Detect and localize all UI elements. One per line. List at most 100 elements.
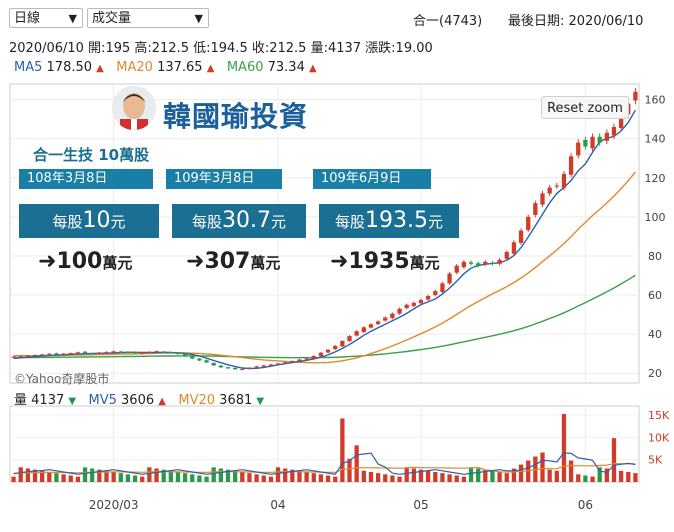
up-arrow-icon: ▲	[96, 63, 104, 74]
candle-body	[504, 252, 509, 259]
candle-body	[132, 352, 138, 354]
ma20-value: 137.65	[157, 60, 203, 75]
candle-body	[247, 367, 252, 369]
volume-bar	[418, 469, 424, 482]
volume-bar	[447, 474, 452, 482]
chevron-down-icon: ▼	[68, 12, 77, 25]
candle-body	[182, 353, 188, 357]
arrow-right-icon: ➜	[330, 249, 349, 274]
candle-body	[554, 185, 559, 187]
volume-bar	[254, 474, 259, 482]
candle-body	[218, 365, 224, 368]
reset-zoom-button[interactable]: Reset zoom	[541, 96, 629, 119]
volume-bar	[433, 471, 438, 482]
volume-bar	[104, 470, 109, 482]
ma60-value: 73.34	[267, 60, 305, 75]
volume-bar	[633, 473, 638, 482]
volume-bar	[454, 475, 459, 482]
up-arrow-icon: ▲	[308, 63, 317, 74]
volume-bar	[547, 469, 552, 482]
volume-bar	[90, 468, 95, 482]
volume-bar	[47, 471, 52, 482]
volume-bar	[411, 468, 416, 482]
candle-body	[90, 353, 95, 355]
volume-bar	[583, 475, 588, 482]
candle-body	[340, 340, 345, 347]
volume-bar	[25, 468, 31, 482]
chevron-down-icon: ▼	[194, 12, 203, 25]
volume-bar	[197, 475, 202, 482]
volume-bar	[82, 467, 88, 482]
volume-bar	[97, 469, 102, 482]
volume-bar	[611, 438, 617, 482]
volume-bar	[440, 473, 445, 482]
volume-bar	[568, 460, 574, 482]
volume-bar	[468, 467, 474, 482]
per-share-unit: 元	[427, 213, 443, 231]
result-value: 100	[56, 249, 103, 274]
candle-body	[518, 230, 524, 243]
candle-body	[568, 156, 574, 175]
volume-bar	[425, 470, 431, 482]
indicator-select[interactable]: 成交量 ▼	[87, 8, 209, 28]
volume-bar	[354, 445, 359, 482]
per-share-value: 10	[82, 208, 111, 233]
volume-bar	[297, 470, 302, 482]
candle-body	[590, 136, 595, 149]
volume-bar	[504, 473, 509, 482]
per-share-prefix: 每股	[52, 213, 83, 231]
candle-body	[526, 216, 531, 230]
volume-bar	[318, 474, 324, 482]
candle-body	[225, 367, 231, 369]
volume-bar	[340, 418, 345, 482]
candle-body	[197, 358, 202, 361]
candle-body	[275, 363, 281, 365]
up-arrow-icon: ▲	[158, 396, 166, 407]
stock-name: 合一(4743)	[413, 14, 483, 29]
arrow-right-icon: ➜	[38, 249, 57, 274]
candle-body	[304, 358, 309, 360]
mv20-label: MV20	[178, 393, 216, 408]
candle-body	[490, 262, 495, 264]
candle-body	[476, 263, 481, 266]
mv20-value: 3681	[219, 393, 253, 408]
candle-body	[47, 353, 52, 355]
period-select[interactable]: 日線 ▼	[9, 8, 83, 28]
candle-body	[154, 351, 159, 353]
volume-bar	[111, 471, 116, 482]
candle-body	[11, 356, 16, 358]
per-share-prefix: 每股	[191, 213, 222, 231]
volume-bar	[461, 476, 467, 482]
price-tick-label: 160	[645, 94, 666, 107]
candle-body	[411, 302, 416, 306]
candle-body	[68, 353, 73, 355]
candle-body	[283, 362, 288, 364]
volume-bar	[132, 475, 138, 482]
per-share-prefix: 每股	[334, 213, 365, 231]
candle-body	[168, 352, 173, 354]
mv5-line	[13, 452, 636, 475]
per-share-value: 30.7	[222, 208, 271, 233]
volume-tick-label: 5K	[648, 454, 663, 467]
mv5-label: MV5	[88, 393, 117, 408]
candle-body	[347, 336, 352, 341]
volume-bar	[147, 467, 152, 482]
candle-body	[533, 203, 538, 215]
candle-body	[425, 296, 431, 300]
volume-bar	[261, 475, 266, 482]
price-tick-label: 120	[645, 172, 666, 185]
candle-body	[404, 304, 409, 309]
volume-bar	[518, 464, 524, 482]
candle-body	[540, 193, 545, 205]
x-tick-label: 2020/03	[89, 498, 139, 512]
volume-bar	[190, 474, 195, 482]
candle-body	[318, 352, 324, 357]
per-share-unit: 元	[110, 213, 126, 231]
volume-bar	[175, 471, 181, 482]
ma5-line	[13, 109, 637, 370]
candle-body	[82, 351, 88, 353]
volume-bar	[511, 468, 517, 482]
candle-body	[297, 359, 302, 362]
overlay-subtitle: 合一生技 10萬股	[33, 146, 150, 164]
candle-body	[290, 361, 295, 363]
